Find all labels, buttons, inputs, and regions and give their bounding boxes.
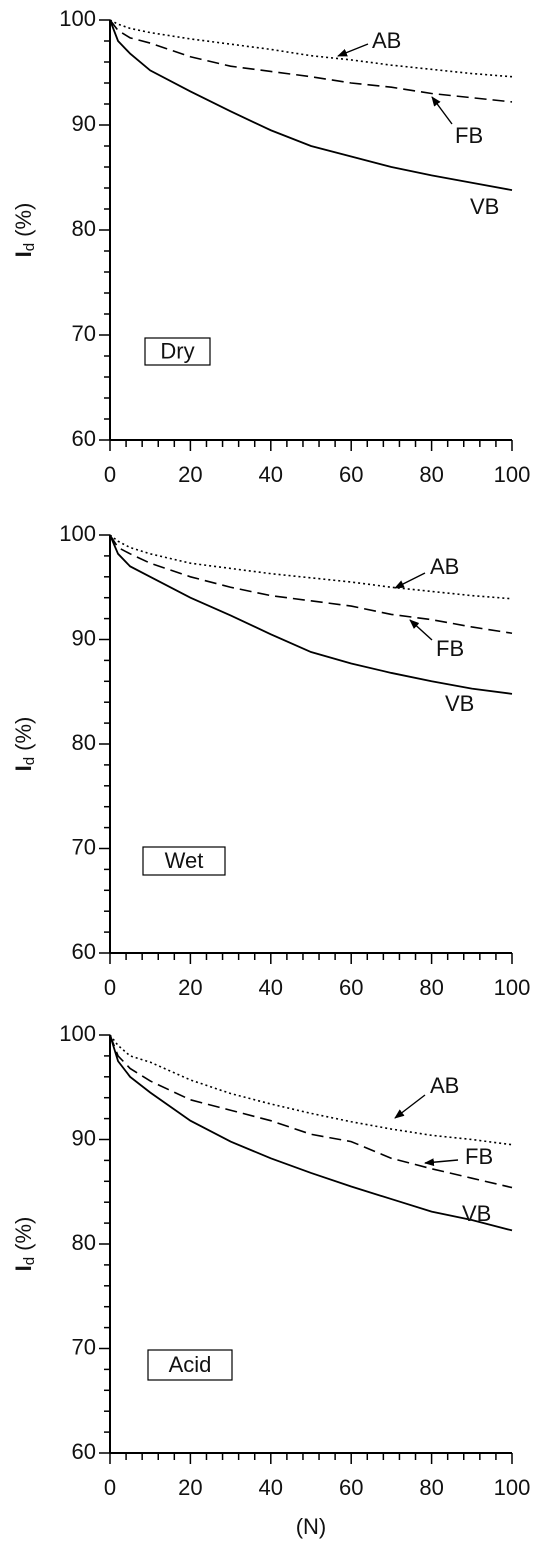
y-tick-label: 80	[72, 730, 96, 755]
panel-label: Acid	[169, 1352, 212, 1377]
y-tick-label: 80	[72, 216, 96, 241]
y-tick-label: 90	[72, 111, 96, 136]
y-label-sub: d	[21, 757, 38, 765]
series-label: AB	[430, 1073, 459, 1098]
label-arrow	[395, 1095, 425, 1118]
data-line	[110, 535, 512, 633]
x-tick-label: 0	[104, 975, 116, 1000]
series-label: FB	[455, 123, 483, 148]
series-label: VB	[462, 1201, 491, 1226]
label-arrow	[425, 1160, 458, 1163]
x-tick-label: 40	[259, 462, 283, 487]
data-line	[110, 20, 512, 77]
y-tick-label: 60	[72, 939, 96, 964]
series-label: AB	[372, 28, 401, 53]
x-tick-label: 0	[104, 462, 116, 487]
y-axis-label: Id (%)	[11, 203, 38, 258]
x-tick-label: 100	[494, 462, 531, 487]
y-tick-label: 60	[72, 1439, 96, 1464]
x-tick-label: 80	[419, 975, 443, 1000]
x-tick-label: 20	[178, 975, 202, 1000]
figure: 60 70 80 90 100 0 20 40 60 80 100 Id (%) Dry AB FB VB 60…	[0, 0, 538, 1547]
y-label-unit: (%)	[11, 717, 36, 757]
y-tick-label: 70	[72, 1334, 96, 1359]
y-tick-label: 90	[72, 625, 96, 650]
x-tick-label: 0	[104, 1475, 116, 1500]
panel-label: Wet	[165, 848, 204, 873]
panel-label: Dry	[160, 338, 194, 363]
data-line	[110, 20, 512, 102]
series-label: AB	[430, 554, 459, 579]
y-label-sub: d	[21, 1257, 38, 1265]
y-tick-label: 70	[72, 834, 96, 859]
x-tick-label: 40	[259, 975, 283, 1000]
y-axis-label: Id (%)	[11, 717, 38, 772]
x-tick-label: 100	[494, 1475, 531, 1500]
series-label: VB	[470, 194, 499, 219]
y-tick-label: 100	[59, 521, 96, 546]
series-label: FB	[465, 1144, 493, 1169]
data-line	[110, 1035, 512, 1230]
data-line	[110, 20, 512, 190]
x-tick-label: 80	[419, 1475, 443, 1500]
y-label-sub: d	[21, 243, 38, 251]
series-label: FB	[436, 636, 464, 661]
label-arrow	[432, 97, 452, 124]
x-tick-label: 40	[259, 1475, 283, 1500]
y-tick-label: 80	[72, 1230, 96, 1255]
x-tick-label: 60	[339, 462, 363, 487]
x-tick-label: 60	[339, 1475, 363, 1500]
y-tick-label: 90	[72, 1125, 96, 1150]
y-label-unit: (%)	[11, 1217, 36, 1257]
x-tick-label: 80	[419, 462, 443, 487]
x-tick-label: 60	[339, 975, 363, 1000]
y-tick-label: 100	[59, 1021, 96, 1046]
y-label-unit: (%)	[11, 203, 36, 243]
data-line	[110, 1035, 512, 1188]
label-arrow	[395, 573, 425, 588]
y-tick-label: 70	[72, 321, 96, 346]
y-tick-label: 60	[72, 426, 96, 451]
x-axis-label: (N)	[296, 1514, 327, 1539]
y-tick-label: 100	[59, 6, 96, 31]
x-tick-label: 100	[494, 975, 531, 1000]
label-arrow	[410, 620, 432, 640]
y-axis-label: Id (%)	[11, 1217, 38, 1272]
x-tick-label: 20	[178, 462, 202, 487]
series-label: VB	[445, 691, 474, 716]
x-tick-label: 20	[178, 1475, 202, 1500]
label-arrow	[338, 44, 368, 56]
